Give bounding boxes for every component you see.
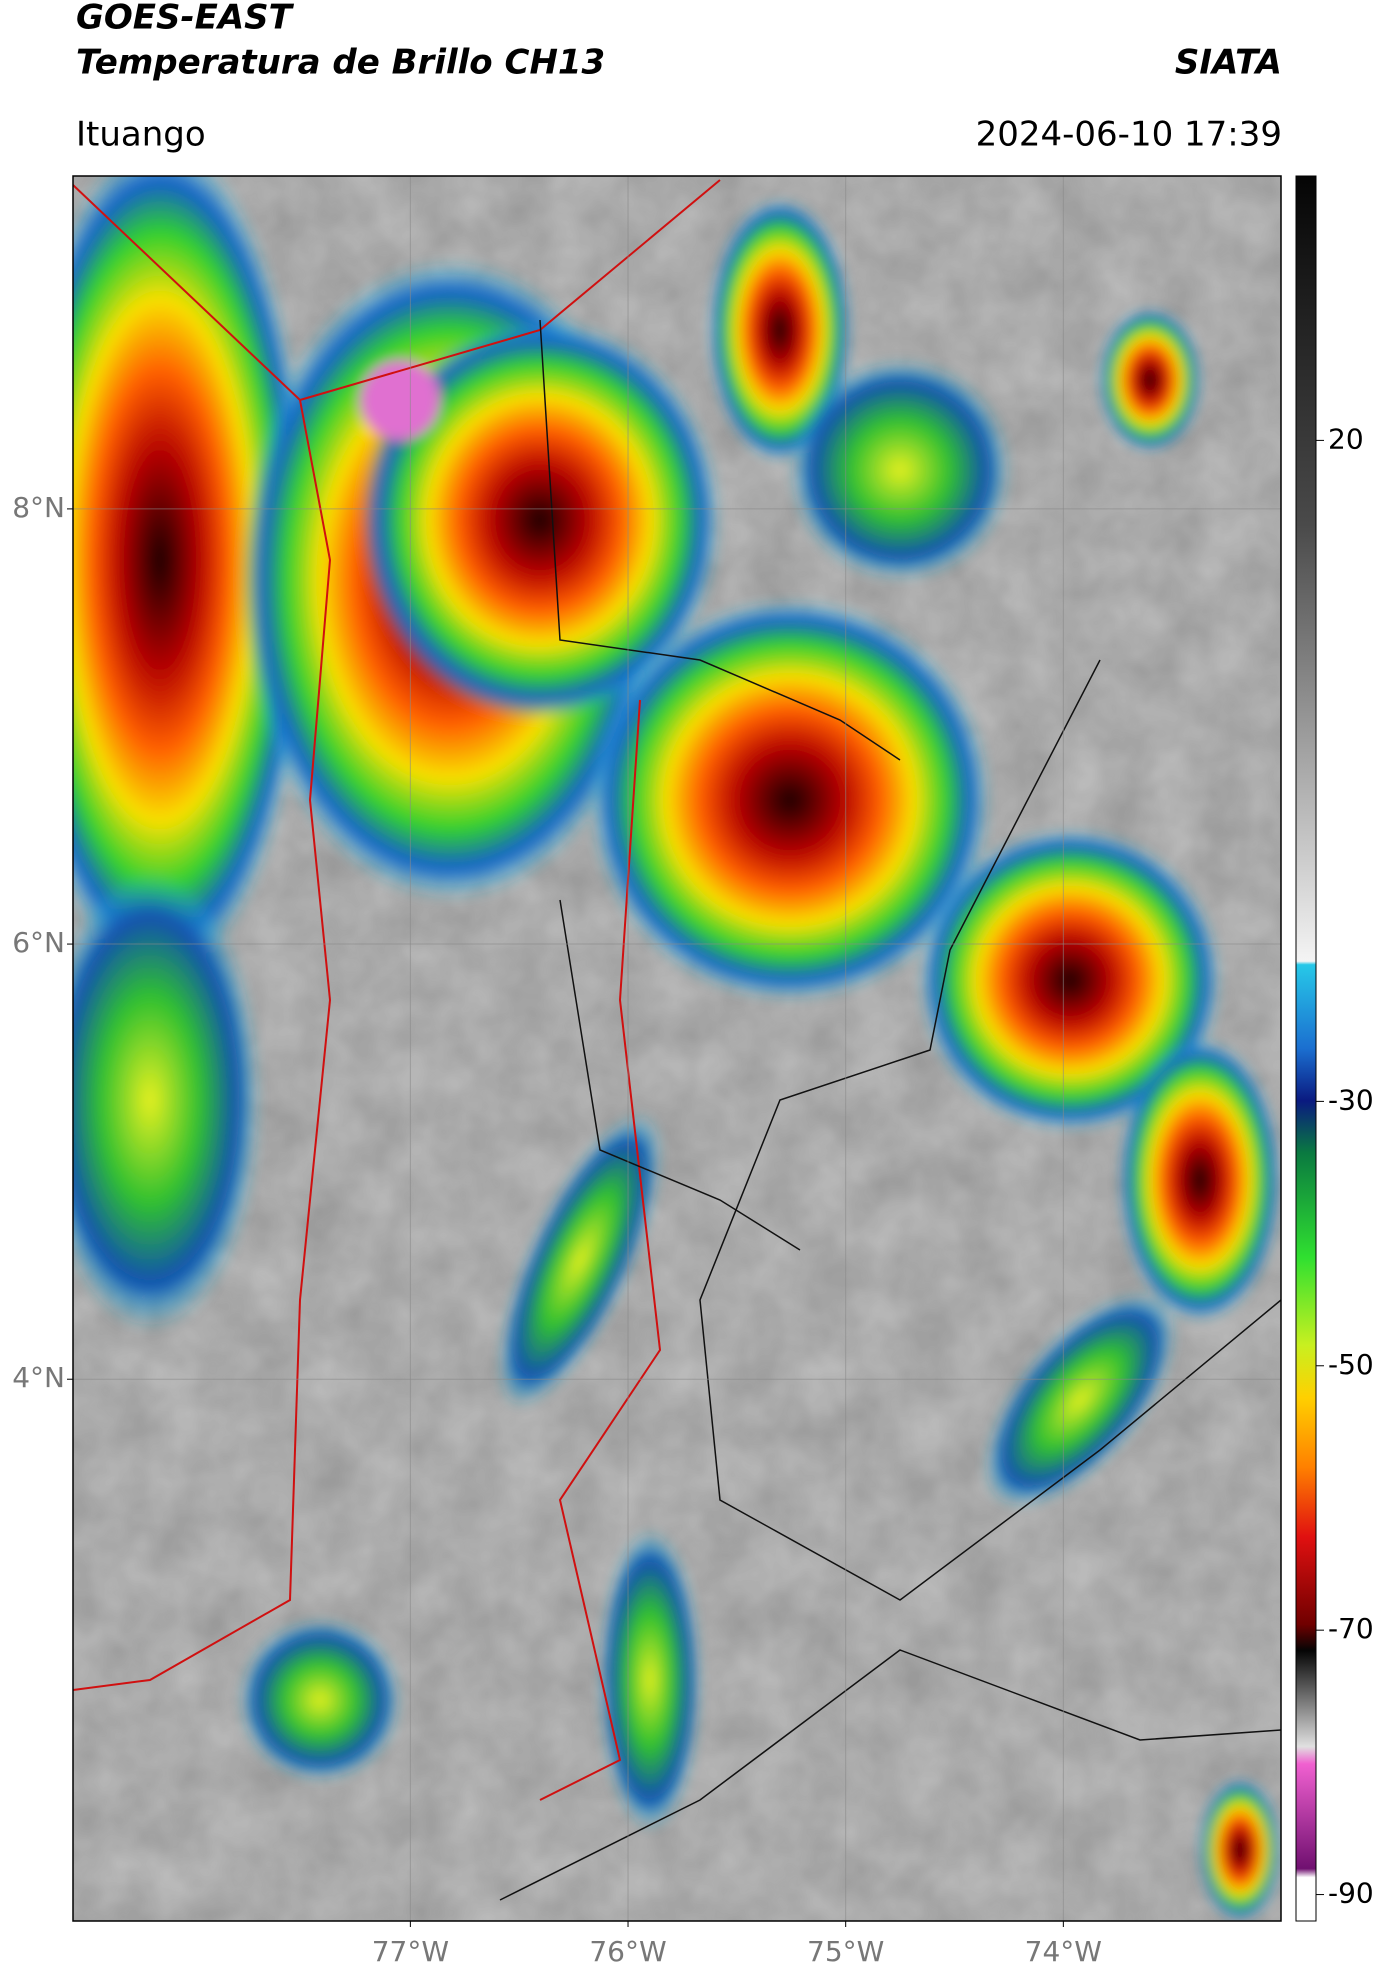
- datetime: 2024-06-10 17:39: [976, 115, 1282, 155]
- colorbar-tick-label: -30: [1328, 1083, 1374, 1116]
- location: Ituango: [76, 115, 206, 155]
- colorbar-tick-label: -70: [1328, 1612, 1374, 1645]
- title: GOES-EAST: [76, 0, 295, 38]
- colorbar-tick-label: -50: [1328, 1348, 1374, 1381]
- x-tick-label: 76°W: [589, 1935, 666, 1968]
- x-tick-label: 75°W: [807, 1935, 884, 1968]
- y-tick-label: 4°N: [12, 1361, 65, 1394]
- subtitle: Temperatura de Brillo CH13: [76, 43, 605, 83]
- map-frame: [72, 175, 1282, 1922]
- x-tick-label: 74°W: [1025, 1935, 1102, 1968]
- source: SIATA: [1175, 43, 1282, 83]
- y-tick-label: 6°N: [12, 926, 65, 959]
- colorbar-tick-label: 20: [1328, 422, 1364, 455]
- graticule: [73, 176, 1281, 1921]
- y-tick-label: 8°N: [12, 491, 65, 524]
- satellite-image: [73, 176, 1281, 1921]
- colorbar-tick-label: -90: [1328, 1877, 1374, 1910]
- colorbar: [1295, 175, 1317, 1922]
- x-tick-label: 77°W: [372, 1935, 449, 1968]
